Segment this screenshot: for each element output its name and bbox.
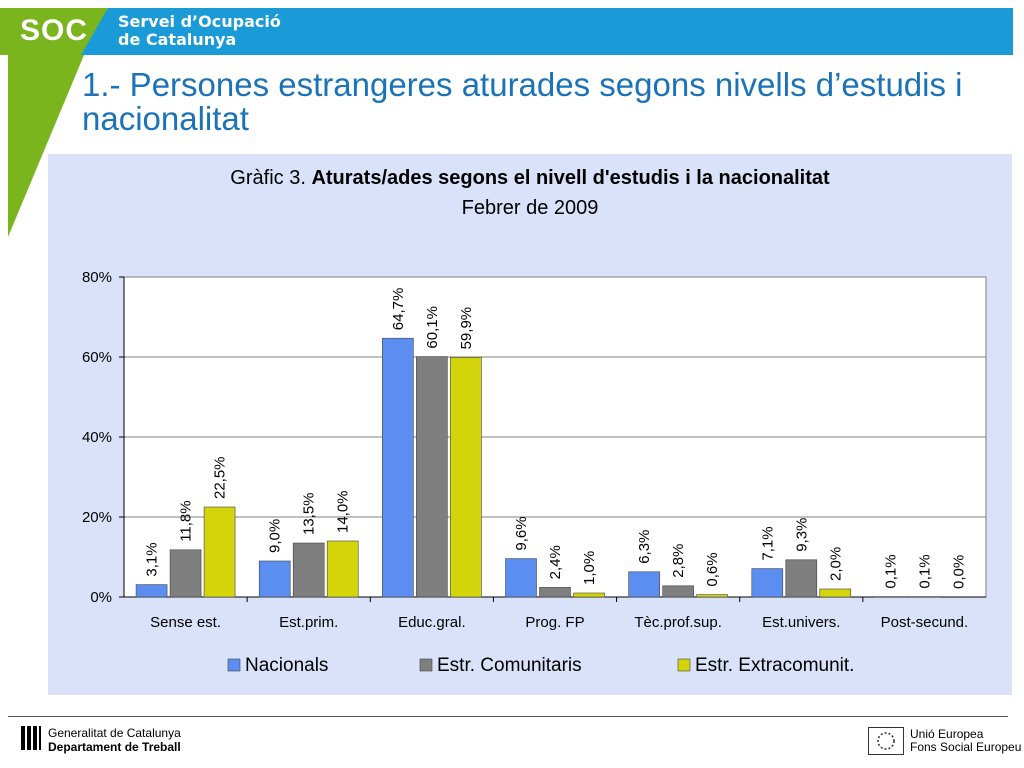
bar-nacionals xyxy=(751,568,784,598)
bar-estr-extracomunit- xyxy=(450,357,482,598)
legend-swatch xyxy=(677,658,691,672)
y-tick-label: 0% xyxy=(90,589,112,606)
data-label: 1,0% xyxy=(581,551,598,585)
bar-estr-extracomunit- xyxy=(819,588,852,598)
bar-estr-comunitaris xyxy=(416,356,448,598)
x-tick-label: Est.prim. xyxy=(279,614,338,631)
footer-fse: Fons Social Europeu xyxy=(910,740,1022,754)
generalitat-logo-icon xyxy=(21,726,41,750)
header-bar xyxy=(0,8,1013,55)
data-label: 0,1% xyxy=(882,554,899,588)
legend-label: Estr. Extracomunit. xyxy=(695,655,854,676)
data-label: 9,6% xyxy=(513,516,530,550)
x-tick-label: Est.univers. xyxy=(762,614,840,631)
x-tick-label: Educ.gral. xyxy=(398,614,466,631)
data-label: 0,6% xyxy=(704,552,721,586)
bar-estr-extracomunit- xyxy=(203,506,236,598)
footer-departament: Departament de Treball xyxy=(48,740,181,754)
legend-label: Nacionals xyxy=(245,655,328,676)
legend-label: Estr. Comunitaris xyxy=(437,655,582,676)
soc-logo-text: SOC xyxy=(20,14,89,47)
bar-estr-extracomunit- xyxy=(696,594,728,598)
y-tick-label: 80% xyxy=(82,269,112,286)
data-label: 11,8% xyxy=(178,500,195,541)
bar-estr-comunitaris xyxy=(785,559,818,598)
eu-flag-icon xyxy=(868,727,904,755)
data-label: 3,1% xyxy=(144,542,161,576)
bar-nacionals xyxy=(382,337,414,598)
legend-swatch xyxy=(419,658,433,672)
bar-estr-comunitaris xyxy=(169,549,202,598)
bar-chart: Gràfic 3. Aturats/ades segons el nivell … xyxy=(82,167,987,676)
y-tick-label: 60% xyxy=(82,349,112,366)
data-label: 2,4% xyxy=(547,545,564,579)
data-label: 9,0% xyxy=(267,519,284,553)
data-label: 22,5% xyxy=(212,456,229,499)
bar-estr-comunitaris xyxy=(662,585,694,598)
data-label: 13,5% xyxy=(301,492,318,535)
y-tick-label: 40% xyxy=(82,429,112,446)
bar-nacionals xyxy=(135,584,168,598)
footer-generalitat: Generalitat de Catalunya xyxy=(48,726,181,740)
data-label: 2,0% xyxy=(827,547,844,581)
data-label: 0,1% xyxy=(916,554,933,588)
data-label: 2,8% xyxy=(670,544,687,578)
chart-title: Gràfic 3. Aturats/ades segons el nivell … xyxy=(230,167,830,189)
data-label: 6,3% xyxy=(636,530,653,564)
data-label: 59,9% xyxy=(458,307,475,350)
x-tick-label: Prog. FP xyxy=(525,614,584,631)
y-tick-label: 20% xyxy=(82,509,112,526)
data-label: 14,0% xyxy=(335,490,352,533)
chart-title-prefix: Gràfic 3. xyxy=(230,167,311,189)
bar-estr-comunitaris xyxy=(539,587,571,598)
data-label: 60,1% xyxy=(424,306,441,349)
bar-nacionals xyxy=(628,571,660,598)
chart-subtitle: Febrer de 2009 xyxy=(462,197,599,219)
legend-swatch xyxy=(227,658,241,672)
org-name-line2: de Catalunya xyxy=(118,30,237,49)
bar-estr-comunitaris xyxy=(292,542,325,598)
x-tick-label: Sense est. xyxy=(150,614,221,631)
data-label: 9,3% xyxy=(793,518,810,552)
chart-panel: Gràfic 3. Aturats/ades segons el nivell … xyxy=(48,154,1012,695)
data-label: 64,7% xyxy=(390,288,407,331)
footer-divider xyxy=(8,716,1008,717)
org-name-line1: Servei d’Ocupació xyxy=(118,12,281,31)
bar-estr-extracomunit- xyxy=(326,540,359,598)
bar-estr-extracomunit- xyxy=(573,592,605,598)
footer-eu: Unió Europea xyxy=(910,727,984,741)
chart-title-main: Aturats/ades segons el nivell d'estudis … xyxy=(311,167,830,189)
bar-nacionals xyxy=(505,558,537,598)
x-tick-label: Tèc.prof.sup. xyxy=(634,614,722,631)
x-tick-label: Post-secund. xyxy=(881,614,969,631)
page-title: 1.- Persones estrangeres aturades segons… xyxy=(82,66,963,137)
bar-nacionals xyxy=(258,560,291,598)
data-label: 0,0% xyxy=(950,555,967,589)
data-label: 7,1% xyxy=(759,526,776,560)
